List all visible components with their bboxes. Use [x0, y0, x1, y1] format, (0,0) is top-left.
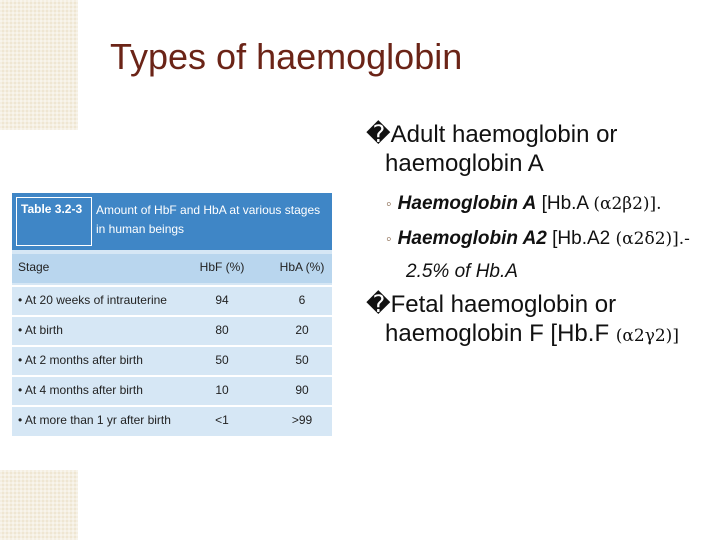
term: Haemoglobin A2 — [397, 228, 547, 249]
column-label: HbF (%) — [199, 260, 245, 274]
table-cell: 20 — [295, 323, 309, 337]
sub-bullet: ◦ Haemoglobin A [Hb.A (α2β2)]. — [386, 193, 662, 214]
table-cell: 90 — [295, 383, 309, 397]
table-cell: 80 — [215, 323, 229, 337]
bullet: �Fetal haemoglobin or haemoglobin F [Hb.… — [366, 290, 711, 351]
table-caption: Amount of HbF and HbA at various stages … — [96, 203, 321, 236]
texture — [0, 0, 78, 130]
table: Table 3.2-3 Amount of HbF and HbA at var… — [12, 193, 332, 436]
term: Haemoglobin A — [397, 193, 537, 214]
table-row: • At birth 80 20 — [12, 315, 332, 343]
sub-text: [Hb.A2 — [546, 228, 616, 249]
column-label: Stage — [18, 260, 50, 274]
table-number: Table 3.2-3 — [16, 197, 92, 246]
texture — [0, 470, 78, 540]
table-cell: • At 4 months after birth — [18, 383, 143, 397]
table-cell: 50 — [215, 353, 229, 367]
table-row: • At 20 weeks of intrauterine 94 6 — [12, 285, 332, 313]
table-cell: 50 — [295, 353, 309, 367]
note: 2.5% of Hb.A — [406, 261, 518, 282]
formula: (α2β2)]. — [593, 194, 662, 214]
table-row: • At 4 months after birth 10 90 — [12, 375, 332, 403]
table-row: • At 2 months after birth 50 50 — [12, 345, 332, 373]
column-header: Stage HbF (%) HbA (%) — [12, 254, 332, 283]
bullet: �Adult haemoglobin or haemoglobin A — [366, 120, 711, 178]
bullet-text: �Adult haemoglobin or haemoglobin A — [366, 121, 618, 177]
table-cell: >99 — [291, 413, 313, 427]
table-cell: 94 — [215, 293, 229, 307]
table-cell: 10 — [215, 383, 229, 397]
formula: (α2γ2)] — [615, 326, 679, 346]
sub-text: [Hb.A — [536, 193, 594, 214]
formula: (α2δ2)].- — [615, 229, 690, 249]
table-row: • At more than 1 yr after birth <1 >99 — [12, 405, 332, 433]
table-header: Table 3.2-3 Amount of HbF and HbA at var… — [12, 193, 332, 250]
table-cell: • At birth — [18, 323, 63, 337]
slide-title: Types of haemoglobin — [110, 36, 463, 77]
column-label: HbA (%) — [279, 260, 325, 274]
bullet-text: �Fetal haemoglobin or haemoglobin F [Hb.… — [366, 291, 617, 347]
table-cell: 6 — [298, 293, 306, 307]
sub-bullet: ◦ Haemoglobin A2 [Hb.A2 (α2δ2)].- 2.5% of… — [386, 228, 690, 282]
table-cell: • At 2 months after birth — [18, 353, 143, 367]
table-cell: • At more than 1 yr after birth — [18, 413, 171, 427]
bullet-list: �Adult haemoglobin or haemoglobin A ◦ Haem… — [366, 120, 711, 361]
table-cell: • At 20 weeks of intrauterine — [18, 293, 167, 307]
table-cell: <1 — [215, 413, 229, 427]
